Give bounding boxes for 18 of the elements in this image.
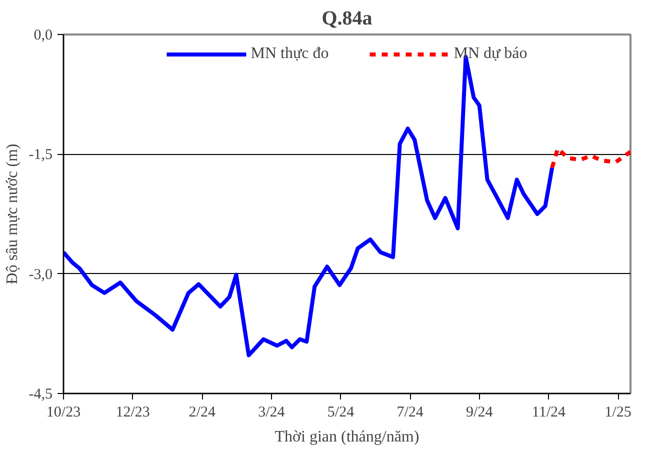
x-tick-label: 10/23 — [46, 404, 81, 420]
x-tick-label: 1/25 — [604, 404, 632, 420]
y-tick-label: -1,5 — [28, 147, 53, 164]
x-axis-title: Thời gian (tháng/năm) — [274, 428, 420, 446]
x-tick-label: 7/24 — [396, 404, 424, 420]
legend-label: MN dự báo — [454, 45, 528, 63]
x-tick-label: 11/24 — [532, 404, 566, 420]
x-tick-label: 5/24 — [327, 404, 355, 420]
x-tick-label: 3/24 — [258, 404, 286, 420]
y-axis-title: Độ sâu mực nước (m) — [4, 144, 21, 284]
chart-title: Q.84a — [322, 8, 372, 30]
x-tick-label: 12/23 — [116, 404, 150, 420]
y-tick-label: 0,0 — [34, 28, 52, 44]
y-tick-label: -4,5 — [28, 386, 53, 402]
x-tick-label: 2/24 — [188, 404, 216, 420]
legend-label: MN thực đo — [250, 45, 329, 63]
y-tick-label: -3,0 — [28, 266, 53, 283]
x-tick-label: 9/24 — [466, 404, 494, 420]
